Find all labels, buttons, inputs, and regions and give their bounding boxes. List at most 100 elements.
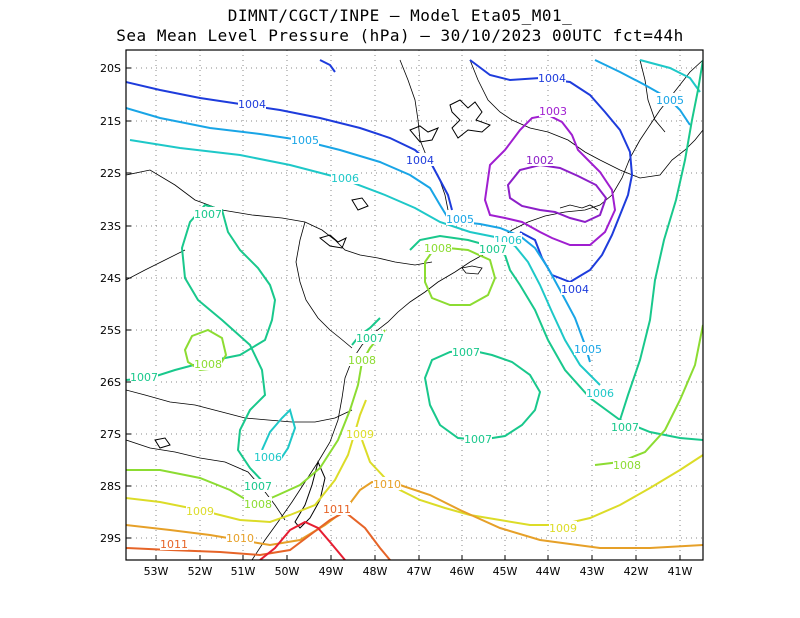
contour-label-1008: 1008 xyxy=(424,242,452,255)
contour-label-bg xyxy=(348,353,376,366)
contour-label-1007: 1007 xyxy=(244,480,272,493)
contour-label-1009: 1009 xyxy=(186,505,214,518)
lon-tick-label: 46W xyxy=(450,565,475,578)
reservoir-4 xyxy=(351,197,369,211)
contour-label-1004: 1004 xyxy=(238,98,266,111)
contour-label-bg xyxy=(291,133,319,146)
contour-label-bg xyxy=(479,242,507,255)
contour-label-1006: 1006 xyxy=(254,451,282,464)
contour-label-1011: 1011 xyxy=(160,538,188,551)
lat-tick-label: 20S xyxy=(100,62,121,75)
island-coast xyxy=(461,265,483,275)
lat-tick-label: 23S xyxy=(100,220,121,233)
contour-label-bg xyxy=(464,432,492,445)
reservoir-1 xyxy=(449,99,491,139)
contour-label-bg xyxy=(238,97,266,110)
contour-label-bg xyxy=(323,502,351,515)
contour-label-1004: 1004 xyxy=(406,154,434,167)
isobar-1006-east xyxy=(639,59,701,93)
contour-label-1005: 1005 xyxy=(446,213,474,226)
contour-label-1005: 1005 xyxy=(291,134,319,147)
border-paraguay xyxy=(126,249,186,281)
contour-label-bg xyxy=(539,104,567,117)
contour-label-bg xyxy=(452,345,480,358)
isobar-1003 xyxy=(483,113,617,246)
lon-tick-label: 43W xyxy=(580,565,605,578)
contour-labels: 1004 1004 1004 1004 1003 1002 1005 1005 1005 1005… xyxy=(130,71,684,551)
contour-label-bg xyxy=(373,477,401,490)
lon-tick-label: 42W xyxy=(624,565,649,578)
contour-label-1002: 1002 xyxy=(526,154,554,167)
contour-label-1011: 1011 xyxy=(323,503,351,516)
lon-tick-label: 52W xyxy=(188,565,213,578)
isobar-1012 xyxy=(259,520,346,560)
contour-label-1007: 1007 xyxy=(452,346,480,359)
contour-label-1007: 1007 xyxy=(611,421,639,434)
contour-label-1007: 1007 xyxy=(356,332,384,345)
isobar-1004-top xyxy=(319,59,336,73)
longitude-axis: 53W 52W 51W 50W 49W 48W 47W 46W 45W 44W 43W 42W 41W xyxy=(144,555,693,578)
isobar-1006-south xyxy=(261,408,297,461)
contour-label-1007: 1007 xyxy=(194,208,222,221)
reservoir-5 xyxy=(154,437,171,449)
contour-label-bg xyxy=(254,450,282,463)
contour-label-1007: 1007 xyxy=(464,433,492,446)
contour-label-1007: 1007 xyxy=(130,371,158,384)
lon-tick-label: 47W xyxy=(407,565,432,578)
contour-label-1005: 1005 xyxy=(574,343,602,356)
contour-label-1004: 1004 xyxy=(538,72,566,85)
contour-label-1010: 1010 xyxy=(226,532,254,545)
lon-tick-label: 44W xyxy=(536,565,561,578)
contour-label-bg xyxy=(586,386,614,399)
map-title-line2: Sea Mean Level Pressure (hPa) – 30/10/20… xyxy=(116,26,684,45)
isobar-1004-north xyxy=(126,81,453,211)
plot-frame xyxy=(125,49,704,561)
border-state-6 xyxy=(639,59,666,133)
contour-label-1008: 1008 xyxy=(613,459,641,472)
contour-label-bg xyxy=(611,420,639,433)
isobar-1007-east xyxy=(619,59,703,421)
contour-label-1009: 1009 xyxy=(346,428,374,441)
contour-label-1004: 1004 xyxy=(561,283,589,296)
contour-label-1006: 1006 xyxy=(331,172,359,185)
contour-label-bg xyxy=(406,153,434,166)
contour-label-bg xyxy=(244,497,272,510)
contour-label-1009: 1009 xyxy=(549,522,577,535)
lat-tick-label: 27S xyxy=(100,428,121,441)
lon-tick-label: 41W xyxy=(668,565,693,578)
contour-label-bg xyxy=(226,531,254,544)
contour-label-bg xyxy=(574,342,602,355)
lat-tick-label: 24S xyxy=(100,272,121,285)
border-state-4 xyxy=(399,59,449,211)
contour-label-bg xyxy=(613,458,641,471)
reservoir-3 xyxy=(318,234,347,249)
contour-label-bg xyxy=(526,153,554,166)
lat-tick-label: 21S xyxy=(100,115,121,128)
contour-label-bg xyxy=(194,207,222,220)
contour-label-1003: 1003 xyxy=(539,105,567,118)
contour-label-1010: 1010 xyxy=(373,478,401,491)
contour-label-bg xyxy=(244,479,272,492)
isobar-1007-west xyxy=(126,203,277,485)
contour-label-bg xyxy=(561,282,589,295)
contour-label-bg xyxy=(549,521,577,534)
contour-label-1008: 1008 xyxy=(244,498,272,511)
lon-tick-label: 48W xyxy=(363,565,388,578)
lon-tick-label: 45W xyxy=(493,565,518,578)
lon-tick-label: 51W xyxy=(231,565,256,578)
isobar-1005-east xyxy=(594,59,691,126)
isobar-1008-west xyxy=(183,328,228,372)
isobar-1011 xyxy=(126,510,391,560)
latitude-axis: 20S 21S 22S 23S 24S 25S 26S 27S 28S 29S xyxy=(100,62,131,545)
lat-tick-label: 22S xyxy=(100,167,121,180)
lagoa-dos-patos xyxy=(294,460,326,529)
border-state-2 xyxy=(295,221,353,349)
contour-label-1005: 1005 xyxy=(656,94,684,107)
contour-label-bg xyxy=(160,537,188,550)
lon-tick-label: 50W xyxy=(275,565,300,578)
contour-label-1006: 1006 xyxy=(586,387,614,400)
grid-lines xyxy=(126,50,703,560)
border-state-1 xyxy=(126,169,433,266)
contour-label-bg xyxy=(424,241,452,254)
